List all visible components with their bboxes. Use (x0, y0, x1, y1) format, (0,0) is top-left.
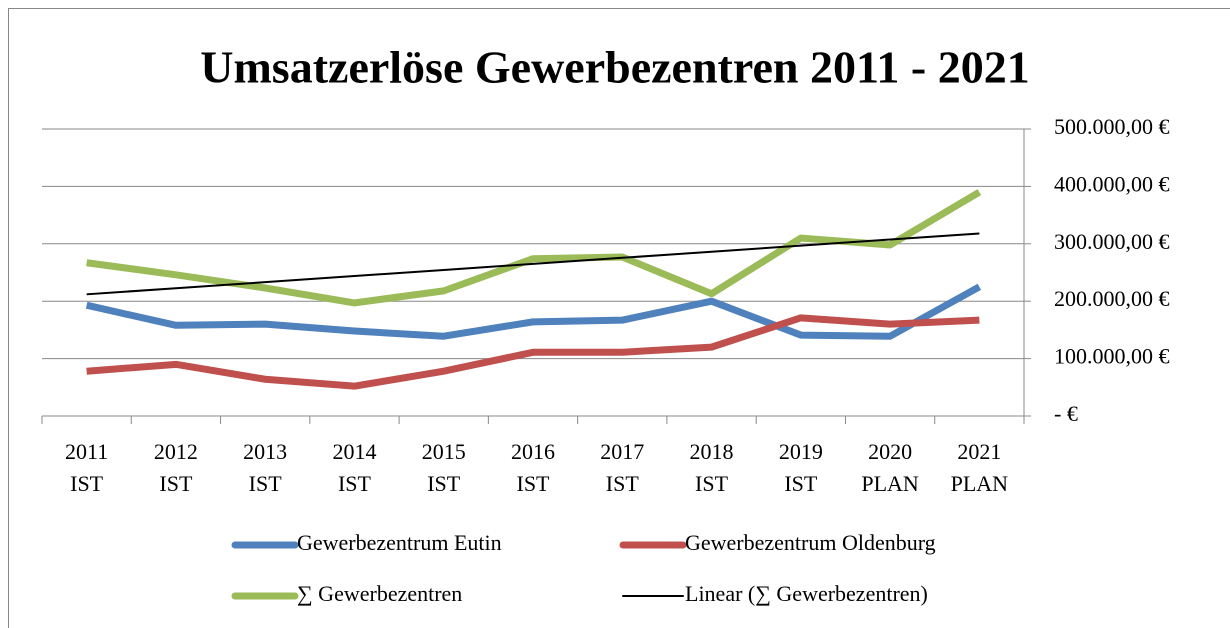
x-tick-label: 2018 IST (689, 439, 734, 496)
x-tick-label: 2014 IST (332, 439, 377, 496)
legend-label: Linear (∑ Gewerbezentren) (685, 581, 928, 606)
y-tick-label: 200.000,00 € (1054, 286, 1170, 311)
series-line (85, 283, 982, 340)
y-tick-label: - € (1054, 401, 1078, 426)
y-tick-label: 300.000,00 € (1054, 229, 1170, 254)
chart-title: Umsatzerlöse Gewerbezentren 2011 - 2021 (200, 42, 1029, 93)
legend-label: Gewerbezentrum Eutin (297, 530, 502, 555)
series-line (86, 232, 980, 296)
x-tick-label: 2011 IST (65, 439, 109, 496)
x-tick-label: 2012 IST (153, 439, 198, 496)
series-line (86, 189, 982, 307)
chart-border (8, 8, 1230, 628)
y-tick-label: 400.000,00 € (1054, 171, 1170, 196)
x-tick-label: 2020 PLAN (861, 439, 919, 496)
x-tick-label: 2013 IST (243, 439, 288, 496)
y-tick-label: 500.000,00 € (1054, 114, 1170, 139)
legend-label: Gewerbezentrum Oldenburg (685, 530, 936, 555)
x-tick-label: 2017 IST (600, 439, 645, 496)
x-tick-label: 2021 PLAN (950, 439, 1009, 496)
x-tick-label: 2016 IST (511, 439, 555, 496)
x-tick-label: 2015 IST (421, 439, 466, 496)
y-tick-label: 100.000,00 € (1054, 344, 1170, 369)
legend-label: ∑ Gewerbezentren (297, 581, 462, 606)
series-line (86, 314, 980, 390)
x-tick-label: 2019 IST (778, 439, 823, 496)
